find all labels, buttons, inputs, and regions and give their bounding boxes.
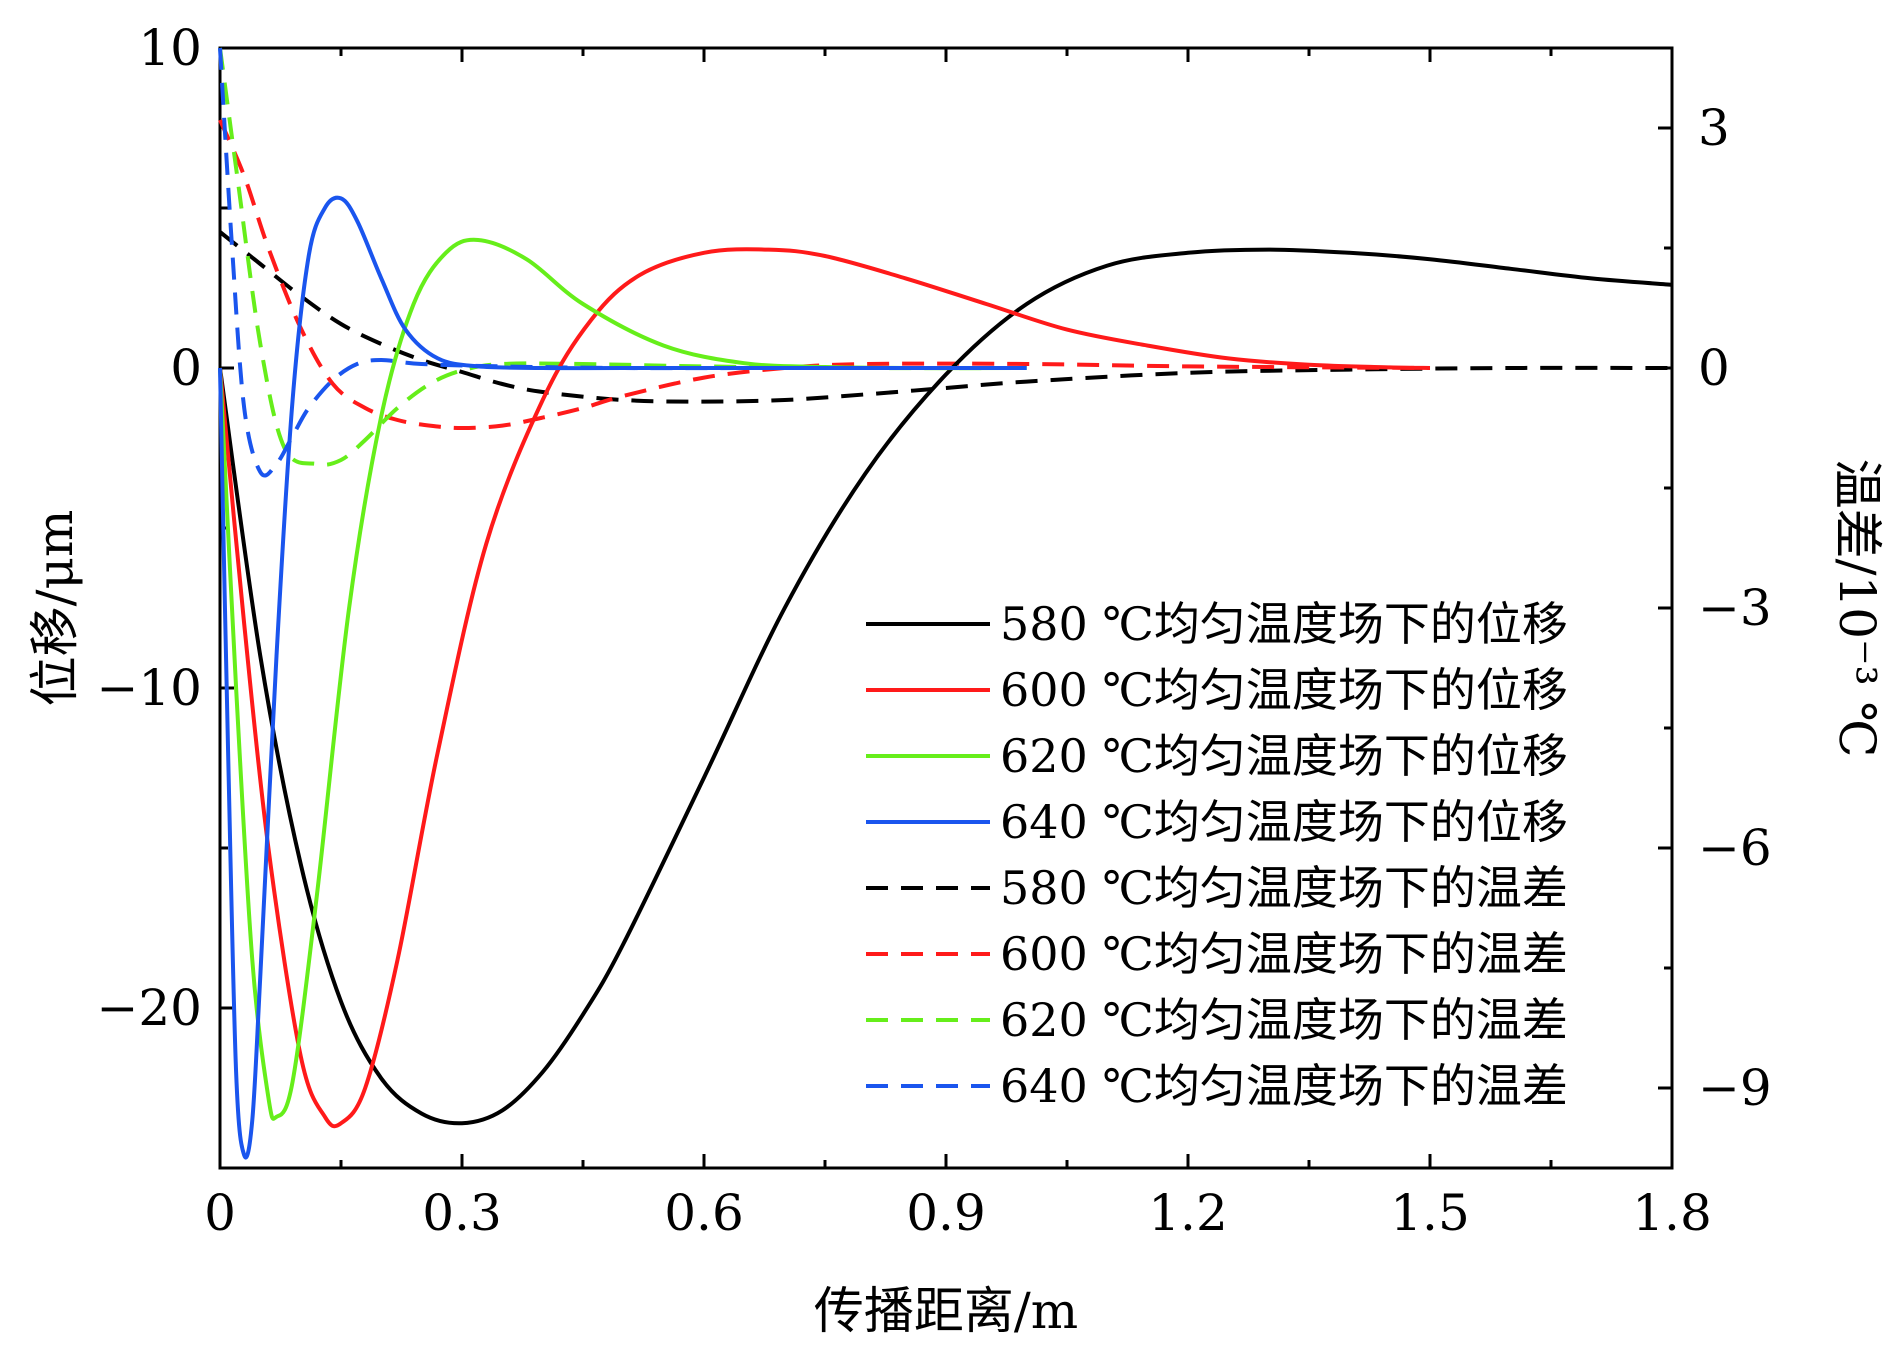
series-group (218, 47, 1673, 1160)
series-line-temp-5 (218, 119, 1431, 430)
y-left-tick-label: −20 (96, 979, 202, 1037)
x-tick-label: 1.5 (1390, 1184, 1470, 1242)
series-line-disp-2 (218, 237, 1027, 1121)
legend-label: 580 ℃均匀温度场下的温差 (1000, 861, 1568, 915)
legend-label: 600 ℃均匀温度场下的温差 (1000, 927, 1568, 981)
x-tick-label: 0.9 (906, 1184, 986, 1242)
legend: 580 ℃均匀温度场下的位移 600 ℃均匀温度场下的位移 620 ℃均匀温度场下的… (866, 597, 1568, 1113)
series-line-temp-4 (218, 230, 1673, 404)
x-tick-label: 1.2 (1148, 1184, 1228, 1242)
right-axis-title: 温差/10⁻³ ℃ (1828, 459, 1886, 758)
legend-label: 600 ℃均匀温度场下的位移 (1000, 663, 1568, 717)
y-right-tick-label: −9 (1698, 1059, 1772, 1117)
x-tick-label: 1.8 (1632, 1184, 1712, 1242)
y-left-tick-label: 0 (170, 339, 202, 397)
y-right-tick-label: 3 (1698, 99, 1730, 157)
ticks-group: 0 0.3 0.6 0.9 1.2 1.5 1.8 10 0 −10 −20 3 0 −3 −6 −9 (96, 19, 1771, 1242)
left-axis-title: 位移/μm (26, 510, 84, 707)
series-line-temp-7 (218, 47, 1027, 478)
series-line-disp-0 (218, 247, 1673, 1126)
x-tick-label: 0 (204, 1184, 236, 1242)
x-tick-label: 0.6 (664, 1184, 744, 1242)
series-line-temp-6 (218, 47, 1027, 467)
legend-label: 640 ℃均匀温度场下的温差 (1000, 1059, 1568, 1113)
legend-label: 580 ℃均匀温度场下的位移 (1000, 597, 1568, 651)
legend-label: 620 ℃均匀温度场下的位移 (1000, 729, 1568, 783)
legend-label: 640 ℃均匀温度场下的位移 (1000, 795, 1568, 849)
x-tick-label: 0.3 (422, 1184, 502, 1242)
series-line-disp-3 (218, 195, 1027, 1160)
series-line-disp-1 (218, 247, 1431, 1129)
y-left-tick-label: −10 (96, 659, 202, 717)
legend-label: 620 ℃均匀温度场下的温差 (1000, 993, 1568, 1047)
x-axis-title: 传播距离/m (814, 1282, 1078, 1340)
y-right-tick-label: −6 (1698, 819, 1772, 877)
y-right-tick-label: −3 (1698, 579, 1772, 637)
y-left-tick-label: 10 (138, 19, 202, 77)
y-right-tick-label: 0 (1698, 339, 1730, 397)
